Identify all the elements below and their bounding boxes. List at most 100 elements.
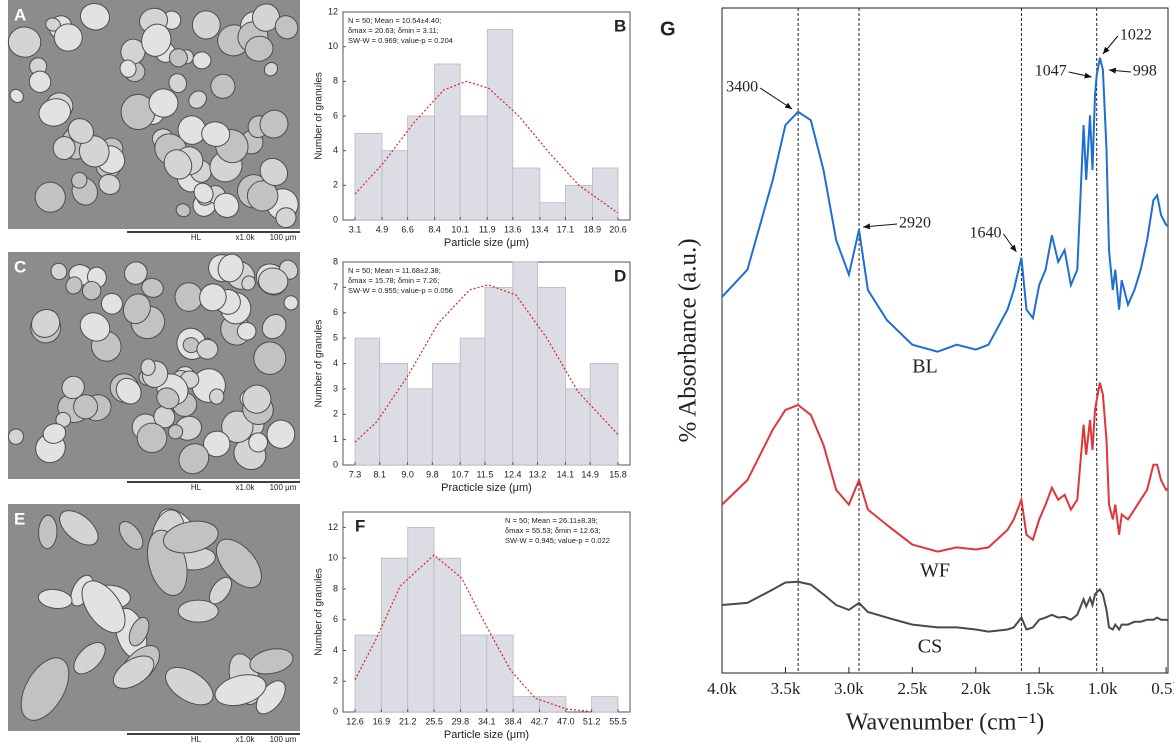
granule (122, 293, 151, 325)
x-axis-label: Particle size (μm) (444, 237, 529, 249)
granule (214, 674, 267, 707)
granule (259, 109, 289, 139)
y-tick-label: 0 (333, 214, 338, 224)
granule (118, 521, 144, 550)
bar (486, 634, 514, 713)
y-tick-label: 8 (333, 256, 338, 266)
granule (112, 655, 155, 689)
panel-label: F (355, 516, 365, 535)
granule (115, 377, 142, 405)
image-scale: 100 μm (270, 483, 297, 492)
bar (431, 363, 461, 466)
image-magnification: x1.0k (235, 483, 255, 492)
granule (67, 118, 94, 144)
y-tick-label: 10 (328, 41, 338, 51)
bar (591, 696, 619, 713)
granule (148, 88, 179, 118)
x-tick-label: 9.0 (401, 469, 414, 479)
granule (203, 430, 231, 458)
granule (165, 666, 214, 706)
granule (61, 375, 85, 400)
image-scale: 100 μm (270, 735, 297, 742)
image-label: E (14, 509, 25, 528)
granule (275, 207, 297, 229)
x-tick-label: 1.0k (1088, 679, 1118, 698)
x-tick-label: 13.4 (531, 224, 549, 234)
granule (59, 510, 99, 546)
granule (153, 405, 176, 429)
granule (124, 261, 148, 285)
x-tick-label: 12.6 (346, 716, 364, 726)
granule (266, 419, 296, 449)
x-tick-label: 3.1 (349, 224, 362, 234)
granule (175, 203, 191, 218)
bar (354, 634, 382, 713)
y-tick-label: 4 (333, 145, 338, 155)
bar (539, 202, 566, 221)
granule (174, 282, 204, 312)
annotation: SW-W = 0.945; value-p = 0.022 (505, 536, 610, 545)
y-tick-label: 2 (333, 180, 338, 190)
y-tick-label: 6 (333, 307, 338, 317)
annotation: N = 50; Mean = 26.11±8.39; (505, 516, 598, 525)
y-tick-label: 0 (333, 706, 338, 716)
peak-arrow (862, 223, 898, 230)
x-tick-label: 0.5k (1151, 679, 1174, 698)
granule (38, 514, 58, 550)
granule (136, 422, 168, 454)
x-tick-label: 47.0 (557, 716, 575, 726)
annotation: δmax = 15.78; δmin = 7.26; (348, 276, 439, 285)
bar (379, 363, 408, 466)
granule (79, 2, 111, 31)
peak-arrow (1068, 71, 1092, 79)
y-axis-label: % Absorbance (a.u.) (675, 238, 702, 442)
sem-image (7, 252, 300, 479)
granule (248, 432, 269, 453)
bar (434, 63, 461, 221)
granule (261, 314, 287, 340)
peak-label: 998 (1133, 63, 1157, 80)
panel-label: B (614, 16, 626, 35)
bar (459, 115, 488, 221)
y-tick-label: 2 (333, 409, 338, 419)
x-axis-label: Wavenumber (cm⁻¹) (846, 710, 1045, 736)
bar (484, 286, 514, 466)
granule (71, 171, 88, 189)
granule (141, 277, 164, 298)
fit-curve (354, 80, 619, 214)
y-tick-label: 4 (333, 358, 338, 368)
bar (565, 184, 593, 221)
image-magnification: x1.0k (235, 735, 255, 742)
bar (380, 557, 409, 713)
bar (354, 132, 383, 221)
granule (193, 182, 214, 204)
x-tick-label: 17.1 (557, 224, 575, 234)
fit-curve (354, 284, 619, 443)
granule (253, 341, 287, 375)
x-tick-label: 3.0k (834, 679, 864, 698)
granule (259, 157, 289, 187)
x-tick-label: 10.7 (451, 469, 469, 479)
y-tick-label: 3 (333, 383, 338, 393)
granule (20, 657, 70, 721)
x-tick-label: 11.5 (477, 469, 494, 479)
x-tick-label: 4.0k (707, 679, 737, 698)
image-mode: HL (191, 735, 202, 742)
granule (241, 275, 256, 291)
bar (512, 261, 538, 466)
granule (257, 267, 289, 295)
granule (263, 62, 279, 77)
x-tick-label: 8.4 (428, 224, 441, 234)
granule (246, 180, 279, 212)
granule (38, 98, 72, 127)
granule (210, 73, 236, 99)
x-tick-label: 12.4 (504, 469, 522, 479)
bar (381, 150, 408, 221)
granule (283, 295, 299, 311)
y-axis-label: Number of granules (314, 568, 325, 656)
granule (213, 192, 240, 218)
granule (53, 23, 83, 52)
granule (168, 48, 188, 68)
bar (512, 167, 541, 221)
